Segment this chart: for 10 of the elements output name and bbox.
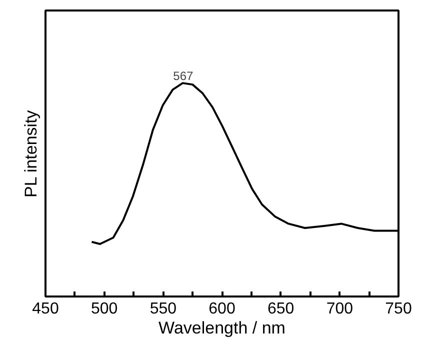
x-tick-label: 650	[267, 300, 294, 318]
x-tick-label: 600	[208, 300, 236, 318]
y-axis-title: PL intensity	[22, 110, 40, 198]
x-tick-label: 750	[385, 300, 412, 318]
x-tick-label: 550	[150, 300, 177, 318]
x-tick-label: 700	[326, 300, 354, 318]
x-axis-title: Wavelength / nm	[158, 318, 286, 338]
x-tick-label: 450	[32, 300, 59, 318]
annotation: 567	[173, 69, 194, 84]
x-tick-label: 500	[90, 300, 118, 318]
